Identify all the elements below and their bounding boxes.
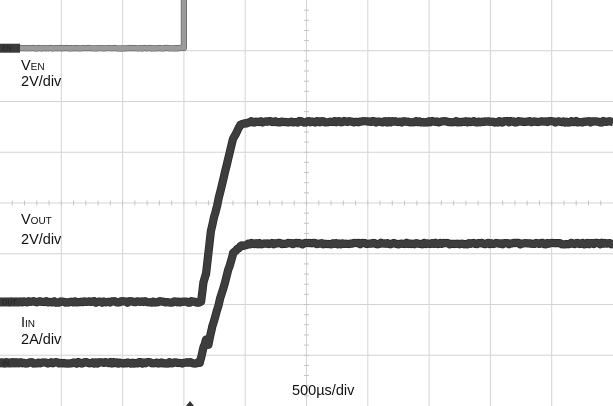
iin-symbol: I — [21, 315, 25, 331]
trace-in — [0, 238, 613, 368]
en-symbol: V — [21, 58, 31, 74]
ground-marker-box — [0, 358, 20, 368]
waveform-traces — [0, 0, 613, 368]
ground-marker-en: EN — [0, 43, 20, 53]
ground-marker-text: IN — [2, 360, 9, 367]
svg-text:IIN: IIN — [21, 315, 35, 331]
en-scale: 2V/div — [21, 74, 62, 90]
trace-line — [0, 117, 613, 307]
vout-symbol: V — [21, 212, 31, 228]
svg-text:VOUT: VOUT — [21, 212, 52, 228]
channel-label-en: VEN 2V/div — [21, 58, 62, 90]
time-scale-label: 500µs/div — [292, 383, 355, 399]
channel-ground-markers: EN OUT IN — [0, 43, 20, 368]
trace-out — [0, 116, 613, 307]
ground-marker-box — [0, 297, 20, 307]
vout-scale: 2V/div — [21, 232, 62, 248]
trace-line — [0, 239, 613, 368]
iin-subscript: IN — [25, 319, 35, 330]
en-subscript: EN — [31, 62, 45, 73]
trigger-marker — [186, 401, 194, 406]
svg-text:VEN: VEN — [21, 58, 45, 74]
iin-scale: 2A/div — [21, 332, 62, 348]
vout-subscript: OUT — [31, 216, 52, 227]
ground-marker-text: OUT — [2, 299, 18, 306]
channel-label-vout: VOUT 2V/div — [21, 212, 62, 248]
channel-label-iin: IIN 2A/div — [21, 315, 62, 348]
trace-en — [0, 0, 187, 52]
ground-marker-box — [0, 43, 20, 53]
trace-line — [0, 0, 187, 52]
ground-marker-out: OUT — [0, 297, 20, 307]
ground-marker-text: EN — [2, 46, 12, 53]
ground-marker-in: IN — [0, 358, 20, 368]
